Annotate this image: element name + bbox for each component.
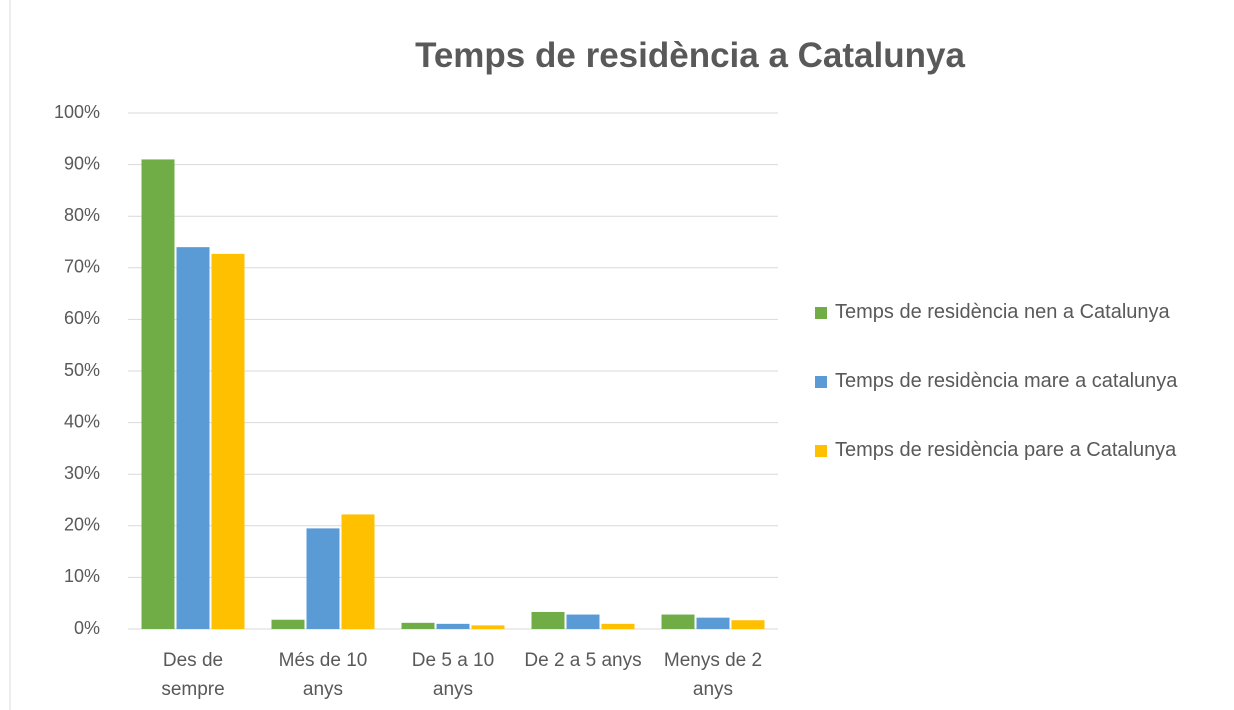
legend-swatch xyxy=(815,445,827,457)
bar xyxy=(211,253,245,630)
legend-label: Temps de residència pare a Catalunya xyxy=(835,439,1177,461)
bar xyxy=(271,619,305,629)
legend-item: Temps de residència pare a Catalunya xyxy=(815,436,1205,465)
bar xyxy=(601,623,635,629)
legend-swatch xyxy=(815,376,827,388)
y-tick-label: 100% xyxy=(54,102,100,122)
bar xyxy=(341,514,375,629)
chart-title: Temps de residència a Catalunya xyxy=(415,36,965,75)
y-tick-label: 0% xyxy=(74,618,100,638)
legend-item: Temps de residència mare a catalunya xyxy=(815,367,1205,396)
bar xyxy=(176,247,210,629)
x-tick-label: Més de 10 anys xyxy=(278,650,368,700)
legend-swatch xyxy=(815,307,827,319)
y-tick-label: 40% xyxy=(64,411,100,431)
bar xyxy=(661,614,695,629)
y-tick-label: 70% xyxy=(64,257,100,277)
y-tick-label: 20% xyxy=(64,515,100,535)
bar xyxy=(436,623,470,629)
x-tick-label: Des de sempre xyxy=(161,650,225,700)
bar xyxy=(306,528,340,629)
bar xyxy=(731,620,765,629)
y-tick-label: 60% xyxy=(64,308,100,328)
legend-item: Temps de residència nen a Catalunya xyxy=(815,298,1205,327)
legend-label: Temps de residència nen a Catalunya xyxy=(835,301,1170,323)
bar xyxy=(141,159,175,629)
x-tick-label: De 5 a 10 anys xyxy=(411,650,495,700)
y-tick-label: 30% xyxy=(64,463,100,483)
y-tick-label: 50% xyxy=(64,360,100,380)
y-tick-label: 10% xyxy=(64,566,100,586)
bar xyxy=(401,622,435,629)
bar xyxy=(696,617,730,629)
y-tick-label: 90% xyxy=(64,153,100,173)
y-tick-label: 80% xyxy=(64,205,100,225)
bar xyxy=(471,625,505,629)
bar xyxy=(531,611,565,629)
x-tick-label: Menys de 2 anys xyxy=(663,650,763,700)
legend-label: Temps de residència mare a catalunya xyxy=(835,370,1178,392)
x-tick-label: De 2 a 5 anys xyxy=(524,650,642,671)
bar xyxy=(566,614,600,629)
